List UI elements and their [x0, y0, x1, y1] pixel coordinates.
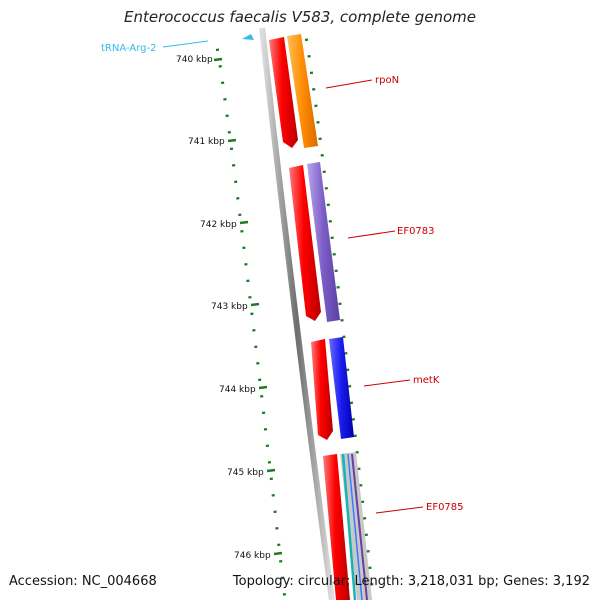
trna-marker[interactable] — [242, 34, 254, 40]
gene-label-EF0783[interactable]: EF0783 — [397, 226, 435, 237]
gene-EF0783[interactable] — [307, 162, 340, 322]
kbp-label-741: 741 kbp — [188, 137, 225, 147]
cds-feature-rpoN[interactable] — [269, 37, 298, 148]
cds-feature-EF0783[interactable] — [289, 165, 321, 321]
kbp-label-740: 740 kbp — [176, 55, 213, 65]
kbp-tick-742 — [239, 220, 249, 225]
kbp-label-745: 745 kbp — [227, 468, 264, 478]
gene-label-rpoN[interactable]: rpoN — [375, 75, 399, 86]
trna-leader-line — [162, 40, 209, 48]
cds-feature-EF0785[interactable] — [323, 454, 350, 600]
gene-labels: rpoN EF0783 metK EF0785 — [325, 75, 464, 514]
gene-rpoN[interactable] — [287, 34, 318, 148]
kbp-tick-746 — [273, 551, 283, 556]
gene-metK[interactable] — [329, 337, 354, 439]
kbp-tick-745 — [266, 468, 276, 473]
kbp-tick-741 — [227, 138, 237, 143]
kbp-label-743: 743 kbp — [211, 302, 248, 312]
trna-label[interactable]: tRNA-Arg-2 — [101, 43, 156, 54]
kbp-tick-744 — [258, 385, 268, 390]
kbp-label-744: 744 kbp — [219, 385, 256, 395]
leader-line-EF0785 — [375, 506, 424, 514]
cds-feature-metK[interactable] — [311, 339, 333, 440]
leader-line-EF0783 — [347, 230, 396, 239]
position-tick-marks — [215, 38, 374, 596]
leader-line-rpoN — [325, 79, 373, 89]
cds-feature-track — [269, 37, 350, 600]
kbp-axis: 740 kbp 741 kbp 742 kbp 743 kbp 744 kbp … — [176, 55, 283, 561]
kbp-tick-740 — [213, 57, 223, 62]
kbp-tick-743 — [250, 302, 260, 307]
kbp-label-746: 746 kbp — [234, 551, 271, 561]
leader-line-metK — [363, 379, 411, 387]
genome-summary-text: Topology: circular; Length: 3,218,031 bp… — [232, 574, 590, 589]
gene-label-EF0785[interactable]: EF0785 — [426, 502, 464, 513]
trna-feature[interactable]: tRNA-Arg-2 — [101, 34, 254, 54]
gene-EF0785[interactable] — [340, 452, 372, 600]
gene-label-metK[interactable]: metK — [413, 375, 440, 386]
map-title: Enterococcus faecalis V583, complete gen… — [123, 8, 477, 26]
gene-feature-track — [287, 34, 372, 600]
kbp-label-742: 742 kbp — [200, 220, 237, 230]
accession-text: Accession: NC_004668 — [9, 574, 157, 589]
genome-backbone — [259, 27, 335, 600]
